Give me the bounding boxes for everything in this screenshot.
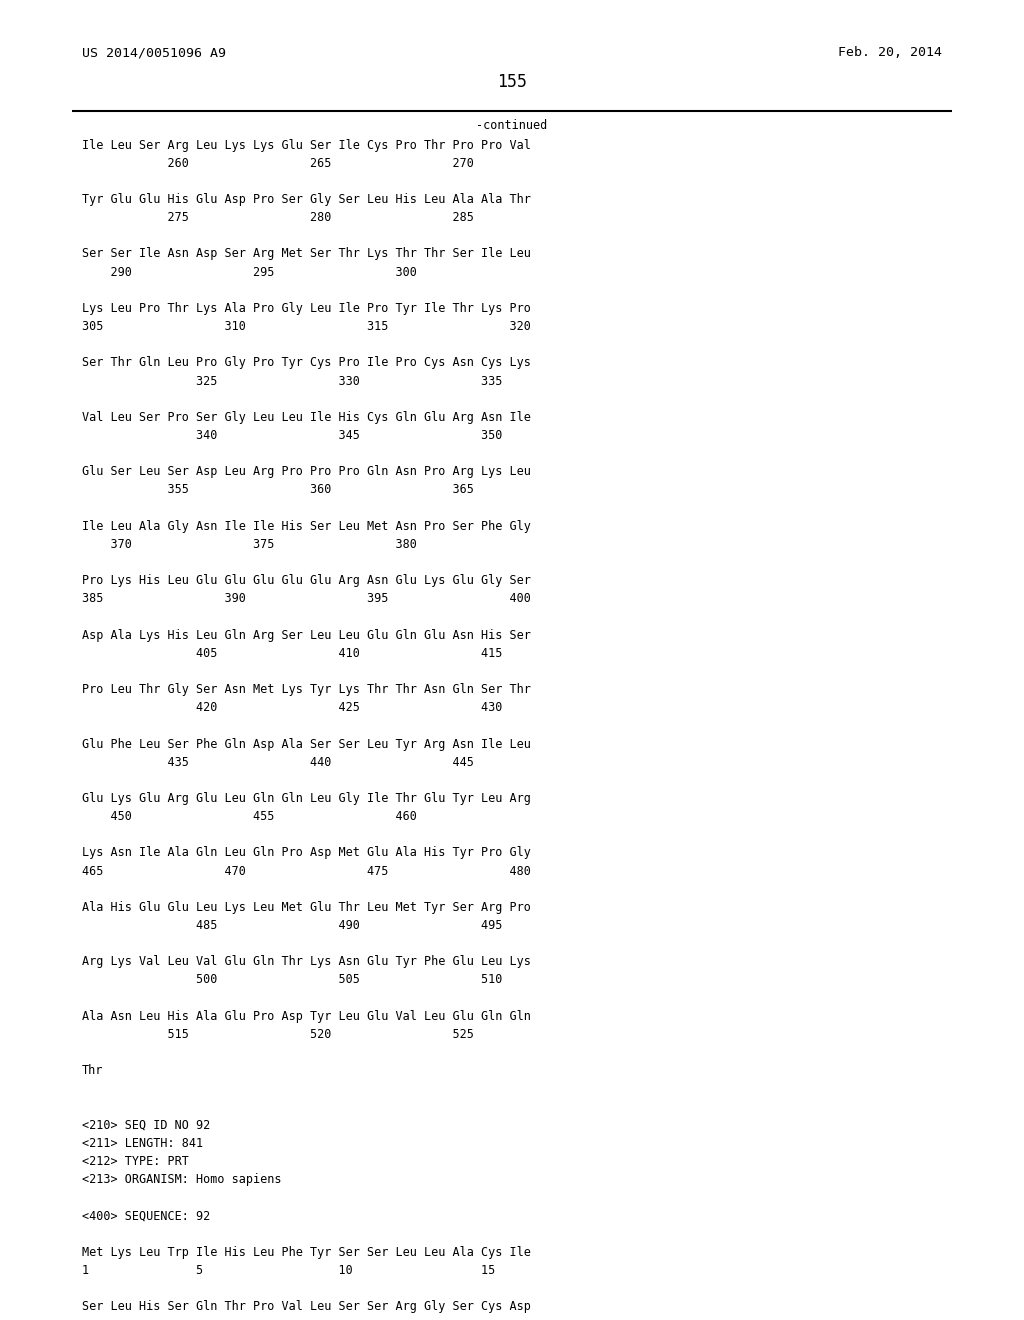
Text: 290                 295                 300: 290 295 300	[82, 265, 417, 279]
Text: Ile Leu Ala Gly Asn Ile Ile His Ser Leu Met Asn Pro Ser Phe Gly: Ile Leu Ala Gly Asn Ile Ile His Ser Leu …	[82, 520, 530, 533]
Text: 450                 455                 460: 450 455 460	[82, 810, 417, 824]
Text: <400> SEQUENCE: 92: <400> SEQUENCE: 92	[82, 1209, 210, 1222]
Text: 405                 410                 415: 405 410 415	[82, 647, 503, 660]
Text: Tyr Glu Glu His Glu Asp Pro Ser Gly Ser Leu His Leu Ala Ala Thr: Tyr Glu Glu His Glu Asp Pro Ser Gly Ser …	[82, 193, 530, 206]
Text: Glu Ser Leu Ser Asp Leu Arg Pro Pro Pro Gln Asn Pro Arg Lys Leu: Glu Ser Leu Ser Asp Leu Arg Pro Pro Pro …	[82, 466, 530, 478]
Text: 355                 360                 365: 355 360 365	[82, 483, 474, 496]
Text: 155: 155	[497, 73, 527, 91]
Text: US 2014/0051096 A9: US 2014/0051096 A9	[82, 46, 226, 59]
Text: 485                 490                 495: 485 490 495	[82, 919, 503, 932]
Text: 340                 345                 350: 340 345 350	[82, 429, 503, 442]
Text: -continued: -continued	[476, 119, 548, 132]
Text: Lys Asn Ile Ala Gln Leu Gln Pro Asp Met Glu Ala His Tyr Pro Gly: Lys Asn Ile Ala Gln Leu Gln Pro Asp Met …	[82, 846, 530, 859]
Text: Asp Ala Lys His Leu Gln Arg Ser Leu Leu Glu Gln Glu Asn His Ser: Asp Ala Lys His Leu Gln Arg Ser Leu Leu …	[82, 628, 530, 642]
Text: Thr: Thr	[82, 1064, 103, 1077]
Text: 260                 265                 270: 260 265 270	[82, 157, 474, 170]
Text: 465                 470                 475                 480: 465 470 475 480	[82, 865, 530, 878]
Text: Ser Thr Gln Leu Pro Gly Pro Tyr Cys Pro Ile Pro Cys Asn Cys Lys: Ser Thr Gln Leu Pro Gly Pro Tyr Cys Pro …	[82, 356, 530, 370]
Text: Arg Lys Val Leu Val Glu Gln Thr Lys Asn Glu Tyr Phe Glu Leu Lys: Arg Lys Val Leu Val Glu Gln Thr Lys Asn …	[82, 956, 530, 969]
Text: <213> ORGANISM: Homo sapiens: <213> ORGANISM: Homo sapiens	[82, 1173, 282, 1187]
Text: Ala Asn Leu His Ala Glu Pro Asp Tyr Leu Glu Val Leu Glu Gln Gln: Ala Asn Leu His Ala Glu Pro Asp Tyr Leu …	[82, 1010, 530, 1023]
Text: <211> LENGTH: 841: <211> LENGTH: 841	[82, 1137, 203, 1150]
Text: 385                 390                 395                 400: 385 390 395 400	[82, 593, 530, 606]
Text: Met Lys Leu Trp Ile His Leu Phe Tyr Ser Ser Leu Leu Ala Cys Ile: Met Lys Leu Trp Ile His Leu Phe Tyr Ser …	[82, 1246, 530, 1259]
Text: 420                 425                 430: 420 425 430	[82, 701, 503, 714]
Text: 305                 310                 315                 320: 305 310 315 320	[82, 319, 530, 333]
Text: Pro Lys His Leu Glu Glu Glu Glu Glu Arg Asn Glu Lys Glu Gly Ser: Pro Lys His Leu Glu Glu Glu Glu Glu Arg …	[82, 574, 530, 587]
Text: Lys Leu Pro Thr Lys Ala Pro Gly Leu Ile Pro Tyr Ile Thr Lys Pro: Lys Leu Pro Thr Lys Ala Pro Gly Leu Ile …	[82, 302, 530, 315]
Text: 1               5                   10                  15: 1 5 10 15	[82, 1265, 496, 1276]
Text: 370                 375                 380: 370 375 380	[82, 539, 417, 550]
Text: 275                 280                 285: 275 280 285	[82, 211, 474, 224]
Text: Val Leu Ser Pro Ser Gly Leu Leu Ile His Cys Gln Glu Arg Asn Ile: Val Leu Ser Pro Ser Gly Leu Leu Ile His …	[82, 411, 530, 424]
Text: Feb. 20, 2014: Feb. 20, 2014	[838, 46, 942, 59]
Text: 435                 440                 445: 435 440 445	[82, 755, 474, 768]
Text: Glu Lys Glu Arg Glu Leu Gln Gln Leu Gly Ile Thr Glu Tyr Leu Arg: Glu Lys Glu Arg Glu Leu Gln Gln Leu Gly …	[82, 792, 530, 805]
Text: Ser Leu His Ser Gln Thr Pro Val Leu Ser Ser Arg Gly Ser Cys Asp: Ser Leu His Ser Gln Thr Pro Val Leu Ser …	[82, 1300, 530, 1313]
Text: <210> SEQ ID NO 92: <210> SEQ ID NO 92	[82, 1119, 210, 1131]
Text: <212> TYPE: PRT: <212> TYPE: PRT	[82, 1155, 188, 1168]
Text: Ile Leu Ser Arg Leu Lys Lys Glu Ser Ile Cys Pro Thr Pro Pro Val: Ile Leu Ser Arg Leu Lys Lys Glu Ser Ile …	[82, 139, 530, 152]
Text: 325                 330                 335: 325 330 335	[82, 375, 503, 388]
Text: Pro Leu Thr Gly Ser Asn Met Lys Tyr Lys Thr Thr Asn Gln Ser Thr: Pro Leu Thr Gly Ser Asn Met Lys Tyr Lys …	[82, 682, 530, 696]
Text: Glu Phe Leu Ser Phe Gln Asp Ala Ser Ser Leu Tyr Arg Asn Ile Leu: Glu Phe Leu Ser Phe Gln Asp Ala Ser Ser …	[82, 738, 530, 751]
Text: 515                 520                 525: 515 520 525	[82, 1028, 474, 1041]
Text: 500                 505                 510: 500 505 510	[82, 973, 503, 986]
Text: Ala His Glu Glu Leu Lys Leu Met Glu Thr Leu Met Tyr Ser Arg Pro: Ala His Glu Glu Leu Lys Leu Met Glu Thr …	[82, 900, 530, 913]
Text: Ser Ser Ile Asn Asp Ser Arg Met Ser Thr Lys Thr Thr Ser Ile Leu: Ser Ser Ile Asn Asp Ser Arg Met Ser Thr …	[82, 248, 530, 260]
